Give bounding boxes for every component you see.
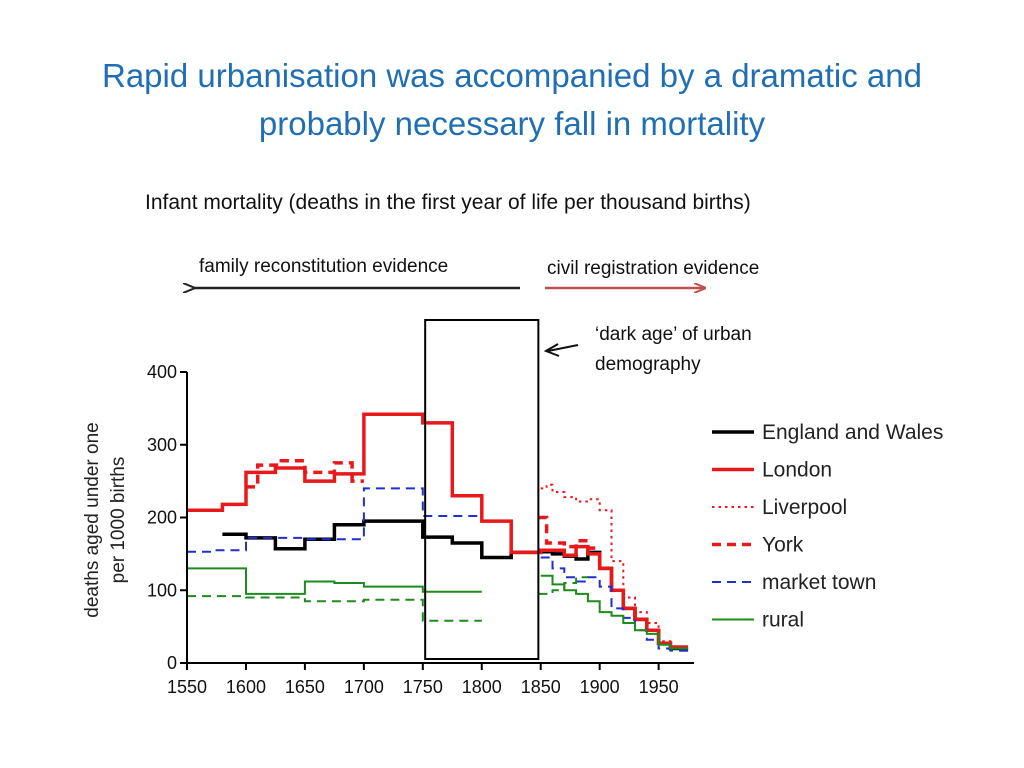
y-tick-label-200: 200 xyxy=(147,508,177,528)
legend-label-market-town: market town xyxy=(762,571,876,594)
series-line-york xyxy=(538,515,600,550)
dark-age-box-group xyxy=(424,319,540,660)
family-reconstitution-label: family reconstitution evidence xyxy=(199,256,449,277)
y-tick-label-0: 0 xyxy=(167,653,177,673)
series-line-rural xyxy=(538,576,588,595)
dark-age-pointer-arrow xyxy=(547,344,579,352)
legend-label-england-and-wales: England and Wales xyxy=(762,421,943,444)
y-axis-title: deaths aged under one per 1000 births xyxy=(82,422,129,617)
x-tick-label-1750: 1750 xyxy=(403,677,443,697)
series-line-rural xyxy=(187,567,482,595)
y-axis-title-line-2: per 1000 births xyxy=(108,457,129,584)
slide-title: Rapid urbanisation was accompanied by a … xyxy=(30,52,994,148)
series-line-york xyxy=(246,459,364,489)
civil-registration-label: civil registration evidence xyxy=(547,258,760,279)
chart-subtitle: Infant mortality (deaths in the first ye… xyxy=(145,191,751,214)
legend-label-london: London xyxy=(762,459,832,482)
legend-label-liverpool: Liverpool xyxy=(762,496,847,519)
series-line-market-town xyxy=(540,556,689,652)
series-line-england-and-wales xyxy=(222,519,689,652)
legend-label-york: York xyxy=(762,534,804,557)
series-line-market-town xyxy=(187,487,482,553)
x-tick-label-1800: 1800 xyxy=(462,677,502,697)
title-line-1: Rapid urbanisation was accompanied by a … xyxy=(102,57,922,94)
series-line-rural xyxy=(540,574,689,650)
axes: 0 100 200 300 400 1550 1600 1650 1700 1750 1800 185… xyxy=(147,362,694,697)
y-axis-title-line-1: deaths aged under one xyxy=(82,422,103,617)
x-tick-label-1550: 1550 xyxy=(167,677,207,697)
x-tick-label-1950: 1950 xyxy=(639,677,679,697)
x-tick-label-1700: 1700 xyxy=(344,677,384,697)
y-tick-label-100: 100 xyxy=(147,580,177,600)
dark-age-note-line-1: ‘dark age’ of urban xyxy=(595,324,752,345)
x-tick-label-1650: 1650 xyxy=(285,677,325,697)
title-line-2: probably necessary fall in mortality xyxy=(258,105,766,142)
dark-age-note: ‘dark age’ of urban demography xyxy=(595,320,835,380)
series-line-london xyxy=(187,412,689,649)
y-tick-label-300: 300 xyxy=(147,435,177,455)
plot-area xyxy=(187,412,689,652)
dark-age-pointer-arrowhead xyxy=(543,343,560,357)
dark-age-box xyxy=(424,319,540,660)
series-line-rural xyxy=(187,595,482,622)
x-tick-label-1900: 1900 xyxy=(580,677,620,697)
series-line-liverpool xyxy=(540,483,689,648)
y-tick-label-400: 400 xyxy=(147,362,177,382)
x-tick-label-1600: 1600 xyxy=(226,677,266,697)
legend: England and Wales London Liverpool York mark… xyxy=(712,421,943,632)
x-tick-label-1850: 1850 xyxy=(521,677,561,697)
dark-age-note-line-2: demography xyxy=(595,354,701,375)
legend-label-rural: rural xyxy=(762,609,804,632)
